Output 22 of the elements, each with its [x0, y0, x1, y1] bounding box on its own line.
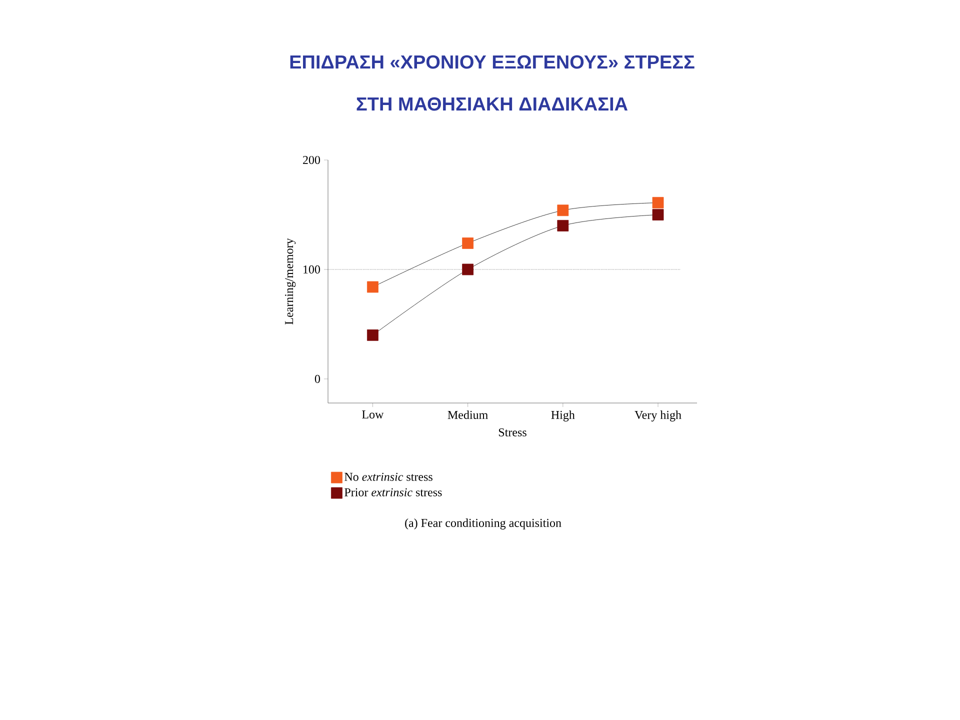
x-axis-title: Stress: [498, 428, 526, 436]
legend-label: No extrinsic stress: [344, 472, 432, 481]
chart-title: ΕΠΙΔΡΑΣΗ «ΧΡΟΝΙΟΥ ΕΞΩΓΕΝΟΥΣ» ΣΤΡΕΣΣ: [290, 55, 694, 69]
y-tick-label: 200: [303, 156, 320, 164]
x-tick-label: Medium: [448, 410, 488, 419]
x-tick-label: Very high: [634, 410, 682, 422]
y-tick-label: 0: [314, 374, 320, 383]
x-tick-label: High: [551, 410, 575, 422]
point: [367, 329, 378, 341]
point: [462, 237, 474, 249]
legend-label: Prior extrinsic stress: [344, 488, 442, 496]
point: [652, 196, 664, 208]
point: [367, 281, 378, 293]
y-tick-label: 100: [304, 265, 320, 274]
chart-subtitle: ΣΤΗ ΜΑΘΗΣΙΑΚΗ ΔΙΑΔΙΚΑΣΙΑ: [356, 97, 628, 111]
point: [652, 209, 664, 220]
point: [557, 220, 569, 232]
point: [462, 264, 474, 276]
y-axis-title: Learning/memory: [285, 238, 296, 324]
text: (a) Fear conditioning acquisition: [405, 518, 562, 530]
point: [557, 204, 569, 216]
x-tick-label: Low: [362, 410, 384, 419]
